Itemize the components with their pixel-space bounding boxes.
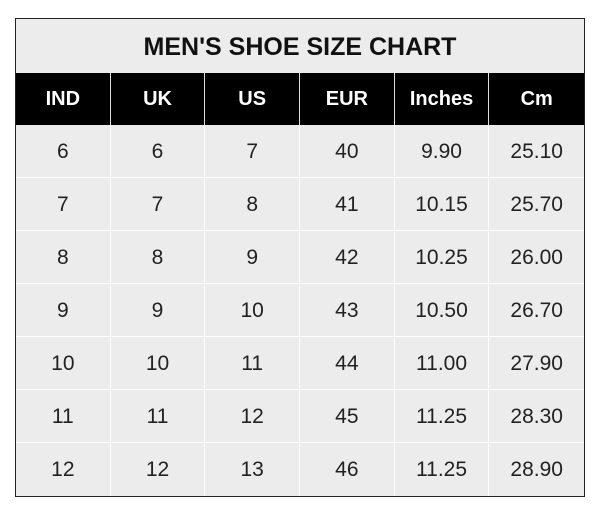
cell-uk: 8 xyxy=(110,231,206,284)
cell-us: 10 xyxy=(205,284,301,337)
cell-ind: 9 xyxy=(16,284,111,337)
cell-us: 8 xyxy=(205,178,301,231)
cell-ind: 7 xyxy=(16,178,111,231)
cell-inches: 9.90 xyxy=(394,125,490,178)
cell-eur: 46 xyxy=(300,443,395,496)
cell-cm: 25.70 xyxy=(489,178,585,231)
cell-uk: 12 xyxy=(111,443,206,496)
cell-uk: 6 xyxy=(110,125,206,178)
cell-inches: 10.50 xyxy=(394,284,490,337)
header-cm: Cm xyxy=(520,88,553,110)
header-us: US xyxy=(205,73,301,125)
cell-inches: 11.00 xyxy=(394,337,490,390)
size-chart-table: MEN'S SHOE SIZE CHART IND UK US EUR Inch… xyxy=(15,18,585,497)
cell-us: 13 xyxy=(205,443,301,496)
cell-cm: 26.00 xyxy=(489,231,585,284)
table-row: 7 7 8 41 10.15 25.70 xyxy=(16,178,585,231)
cell-uk: 7 xyxy=(110,178,206,231)
cell-eur: 43 xyxy=(300,284,395,337)
cell-eur: 44 xyxy=(300,337,395,390)
table-title: MEN'S SHOE SIZE CHART xyxy=(16,19,584,73)
cell-uk: 10 xyxy=(110,337,206,390)
cell-us: 11 xyxy=(205,337,301,390)
cell-cm: 26.70 xyxy=(489,284,585,337)
header-row: IND UK US EUR Inches Cm xyxy=(16,73,584,125)
cell-cm: 28.90 xyxy=(510,458,563,481)
cell-uk: 9 xyxy=(110,284,206,337)
cell-ind: 10 xyxy=(16,337,111,390)
cell-uk: 11 xyxy=(110,390,206,443)
cell-inches: 10.15 xyxy=(394,178,490,231)
cell-cm: 25.10 xyxy=(489,125,585,178)
cell-cm: 27.90 xyxy=(489,337,585,390)
cell-inches: 11.25 xyxy=(395,443,490,496)
cell-eur: 41 xyxy=(300,178,395,231)
table-row: 8 8 9 42 10.25 26.00 xyxy=(16,231,585,284)
cell-inches: 10.25 xyxy=(394,231,490,284)
cell-ind: 11 xyxy=(16,390,111,443)
table-row: 6 6 7 40 9.90 25.10 xyxy=(16,125,585,178)
table-row: 12 12 13 46 11.25 28.90 xyxy=(16,443,584,496)
cell-inches: 11.25 xyxy=(394,390,490,443)
table-row: 10 10 11 44 11.00 27.90 xyxy=(16,337,585,390)
cell-ind: 12 xyxy=(16,443,111,496)
cell-cm: 28.30 xyxy=(489,390,585,443)
header-ind: IND xyxy=(16,73,111,125)
header-inches: Inches xyxy=(395,73,490,125)
cell-us: 12 xyxy=(205,390,301,443)
header-eur: EUR xyxy=(300,73,395,125)
table-body: 6 6 7 40 9.90 25.10 7 7 8 41 10.15 25.70 8 8 9 42 10.25 2… xyxy=(16,125,585,496)
cell-eur: 40 xyxy=(300,125,395,178)
cell-eur: 45 xyxy=(300,390,395,443)
table-row: 9 9 10 43 10.50 26.70 xyxy=(16,284,585,337)
table-row: 11 11 12 45 11.25 28.30 xyxy=(16,390,585,443)
cell-ind: 6 xyxy=(16,125,111,178)
cell-us: 7 xyxy=(205,125,301,178)
cell-us: 9 xyxy=(205,231,301,284)
cell-ind: 8 xyxy=(16,231,111,284)
cell-eur: 42 xyxy=(300,231,395,284)
header-uk: UK xyxy=(111,73,206,125)
